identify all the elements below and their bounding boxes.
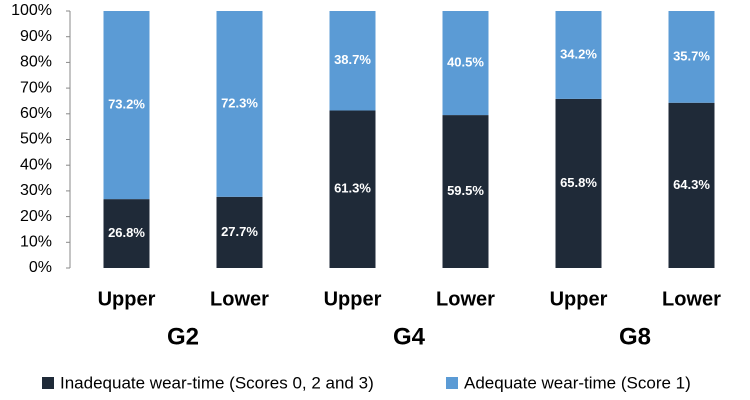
x-tick-label: Lower [210, 288, 269, 310]
value-label: 38.7% [334, 52, 371, 67]
bar-segment [555, 98, 602, 268]
y-tick-label: 0% [29, 259, 52, 276]
value-label: 35.7% [673, 48, 710, 63]
y-tick-label: 30% [20, 182, 52, 199]
bar-segment [442, 11, 489, 116]
legend-swatch [446, 377, 458, 389]
y-tick-label: 50% [20, 131, 52, 148]
value-label: 40.5% [447, 54, 484, 69]
x-tick-label: Lower [662, 288, 721, 310]
legend-label: Adequate wear-time (Score 1) [464, 373, 691, 392]
value-label: 61.3% [334, 181, 371, 196]
bar-segment [216, 11, 263, 197]
legend-label: Inadequate wear-time (Scores 0, 2 and 3) [60, 373, 374, 392]
legend-swatch [42, 377, 54, 389]
value-label: 64.3% [673, 177, 710, 192]
y-tick-label: 40% [20, 156, 52, 173]
bar-segment [103, 199, 150, 268]
bar-segment [329, 11, 376, 111]
bar-segment [442, 115, 489, 269]
y-tick-label: 80% [20, 54, 52, 71]
y-tick-label: 100% [11, 2, 52, 19]
y-tick-label: 10% [20, 234, 52, 251]
x-tick-label: Upper [550, 288, 608, 310]
value-label: 26.8% [108, 225, 145, 240]
group-label: G4 [393, 323, 426, 350]
value-label: 59.5% [447, 183, 484, 198]
y-tick-label: 20% [20, 208, 52, 225]
value-label: 72.3% [221, 95, 258, 110]
y-tick-label: 90% [20, 28, 52, 45]
bar-segment [103, 11, 150, 200]
bar-segment [668, 102, 715, 269]
y-tick-label: 60% [20, 105, 52, 122]
group-label: G2 [167, 323, 199, 350]
y-tick-label: 70% [20, 79, 52, 96]
bar-segment [216, 196, 263, 268]
bar-segment [668, 11, 715, 103]
value-label: 73.2% [108, 96, 145, 111]
value-label: 34.2% [560, 46, 597, 61]
bar-segment [329, 110, 376, 268]
bar-segment [555, 11, 602, 99]
x-tick-label: Upper [98, 288, 156, 310]
group-label: G8 [619, 323, 651, 350]
x-tick-label: Upper [324, 288, 382, 310]
x-tick-label: Lower [436, 288, 495, 310]
value-label: 65.8% [560, 175, 597, 190]
value-label: 27.7% [221, 224, 258, 239]
